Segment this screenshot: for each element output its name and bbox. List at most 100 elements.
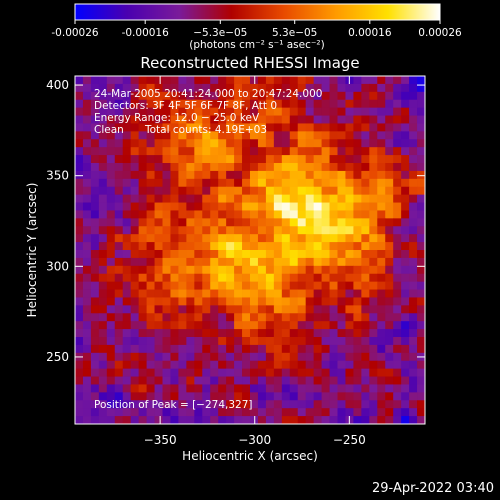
heatmap-cell [82,297,92,306]
heatmap-cell [281,210,291,219]
heatmap-cell [226,281,235,290]
heatmap-cell [265,194,275,203]
heatmap-cell [202,226,211,235]
heatmap-cell [393,115,402,124]
heatmap-cell [234,131,243,140]
heatmap-cell [377,250,386,259]
heatmap-cell [337,281,346,290]
heatmap-cell [409,265,418,275]
heatmap-cell [257,147,267,156]
heatmap-cell [242,234,251,243]
heatmap-cell [202,297,211,306]
heatmap-cell [250,313,259,322]
heatmap-cell [210,147,219,156]
heatmap-cell [82,329,92,338]
heatmap-cell [369,384,378,393]
heatmap-cell [162,250,171,259]
heatmap-cell [170,368,179,377]
heatmap-cell [90,178,100,188]
heatmap-cell [401,123,410,132]
heatmap-cell [242,352,251,362]
heatmap-cell [194,202,203,211]
heatmap-cell [417,329,426,338]
heatmap-cell [377,408,386,417]
heatmap-cell [178,392,187,401]
heatmap-cell [409,123,418,132]
heatmap-cell [178,360,187,370]
heatmap-cell [106,178,116,188]
heatmap-cell [329,289,338,298]
heatmap-cell [218,352,227,362]
heatmap-cell [170,178,179,188]
heatmap-cell [130,76,140,85]
heatmap-cell [345,384,354,393]
heatmap-cell [329,416,338,425]
heatmap-cell [321,289,330,298]
heatmap-cell [75,218,84,227]
heatmap-cell [234,202,243,211]
heatmap-cell [250,147,259,156]
heatmap-cell [114,139,124,148]
heatmap-cell [202,139,211,148]
heatmap-cell [170,265,179,275]
heatmap-cell [154,289,163,298]
heatmap-cell [250,107,259,116]
heatmap-cell [98,250,108,259]
heatmap-cell [385,91,394,101]
heatmap-cell [257,76,267,85]
heatmap-cell [329,163,338,172]
heatmap-cell [122,250,132,259]
heatmap-cell [130,170,140,180]
heatmap-cell [297,186,307,196]
heatmap-cell [186,163,195,172]
heatmap-cell [417,170,426,180]
heatmap-cell [114,273,124,283]
heatmap-cell [242,178,251,188]
heatmap-cell [265,178,275,188]
heatmap-cell [321,83,330,93]
heatmap-cell [313,392,322,401]
heatmap-cell [313,123,322,132]
heatmap-cell [154,368,163,377]
heatmap-cell [146,392,155,401]
heatmap-cell [281,226,291,235]
heatmap-cell [90,202,100,211]
heatmap-cell [98,321,108,330]
heatmap-cell [75,305,84,314]
heatmap-cell [154,99,163,109]
heatmap-cell [273,313,283,322]
heatmap-cell [369,218,378,227]
heatmap-cell [273,76,283,85]
heatmap-cell [194,400,203,409]
heatmap-cell [226,400,235,409]
heatmap-cell [106,155,116,164]
heatmap-cell [82,408,92,417]
heatmap-cell [361,384,370,393]
heatmap-cell [122,123,132,132]
heatmap-cell [210,305,219,314]
heatmap-cell [345,210,354,219]
heatmap-cell [226,210,235,219]
heatmap-cell [210,131,219,140]
heatmap-cell [329,155,338,164]
heatmap-cell [369,289,378,298]
heatmap-cell [393,218,402,227]
heatmap-cell [90,91,100,101]
heatmap-cell [321,242,330,251]
heatmap-cell [234,155,243,164]
heatmap-cell [138,392,147,401]
heatmap-cell [409,408,418,417]
heatmap-cell [194,194,203,203]
heatmap-cell [321,352,330,362]
heatmap-cell [90,218,100,227]
heatmap-cell [106,147,116,156]
heatmap-cell [321,155,330,164]
heatmap-cell [82,416,92,425]
heatmap-cell [114,242,124,251]
heatmap-cell [297,163,307,172]
heatmap-cell [361,289,370,298]
heatmap-cell [146,337,155,346]
heatmap-cell [321,360,330,370]
heatmap-cell [337,305,346,314]
heatmap-cell [369,265,378,275]
